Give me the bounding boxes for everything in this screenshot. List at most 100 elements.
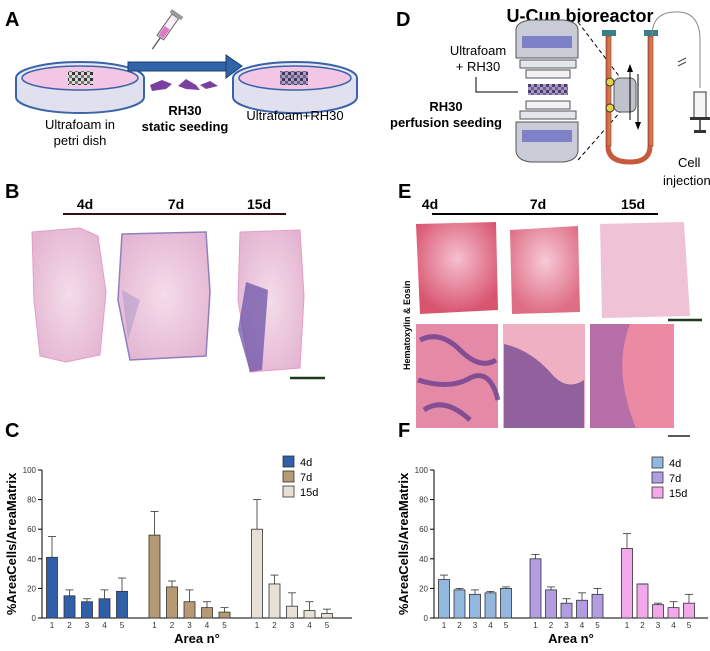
- bar-15d-5: [321, 613, 333, 619]
- bar-7d-1: [529, 558, 542, 619]
- panel-letter-e: E: [398, 181, 411, 203]
- panel-b: B 4d 7d 15d: [5, 181, 325, 380]
- x-tick-label: 2: [170, 621, 175, 630]
- x-tick-label: 5: [120, 621, 125, 630]
- bioreactor-assembly: [602, 11, 701, 165]
- timepoint-e-7d: 7d: [530, 196, 546, 212]
- histology-b-4d: [31, 227, 107, 363]
- legend-label: 15d: [300, 487, 318, 499]
- x-tick-label: 1: [625, 621, 630, 630]
- foam-label-1: Ultrafoam: [450, 43, 506, 58]
- bar-4d-5: [500, 588, 512, 619]
- bar-15d-2: [636, 583, 649, 619]
- bar-7d-5: [591, 593, 604, 619]
- timepoint-e-15d: 15d: [621, 196, 645, 212]
- x-tick-label: 3: [85, 621, 90, 630]
- panel-letter-a: A: [5, 9, 19, 31]
- cell-glyph-3: [200, 81, 218, 89]
- y-tick-label: 100: [415, 466, 429, 475]
- legend-label: 7d: [300, 472, 312, 484]
- x-tick-label: 1: [442, 621, 447, 630]
- chart-f: 0 20 40 60 80 100 %AreaCells/AreaMatrix 1 2 3 4 5 1 2…: [396, 456, 708, 646]
- static-seeding-arrow: [127, 54, 243, 91]
- legend-swatch: [282, 470, 295, 483]
- cell-glyph-2: [178, 79, 200, 90]
- injection-label-2: injection: [663, 173, 710, 188]
- he-overview-4d: [416, 222, 498, 314]
- x-tick-label: 3: [290, 621, 295, 630]
- legend-swatch: [651, 471, 664, 484]
- bar-4d-1: [438, 579, 450, 619]
- timepoint-e-4d: 4d: [422, 196, 438, 212]
- x-axis-label: Area n°: [548, 631, 594, 646]
- bar-15d-4: [667, 607, 680, 619]
- petri-dish-left: [15, 61, 145, 114]
- x-tick-label: 2: [272, 621, 277, 630]
- bar-15d-3: [286, 605, 298, 619]
- bar-7d-1: [148, 534, 161, 619]
- x-tick-label: 5: [504, 621, 509, 630]
- x-tick-label: 5: [687, 621, 692, 630]
- y-tick-label: 0: [424, 614, 429, 623]
- panel-e: E 4d 7d 15d Hematoxylin & Eosin: [398, 181, 702, 437]
- panel-letter-d: D: [396, 9, 410, 31]
- panel-letter-b: B: [5, 181, 19, 203]
- timepoint-b-4d: 4d: [77, 196, 93, 212]
- left-dish-label-2: petri dish: [54, 133, 107, 148]
- petri-dish-right: [232, 61, 358, 114]
- x-tick-label: 3: [187, 621, 192, 630]
- left-dish-label-1: Ultrafoam in: [45, 117, 115, 132]
- x-tick-label: 4: [205, 621, 210, 630]
- histology-b-7d: [117, 231, 211, 361]
- y-tick-label: 100: [23, 466, 37, 475]
- bar-7d-2: [166, 586, 178, 619]
- syringe-icon: [151, 9, 184, 50]
- bar-15d-1: [621, 548, 633, 619]
- bar-4d-4: [98, 598, 111, 619]
- x-tick-label: 3: [473, 621, 478, 630]
- he-overview-7d: [510, 226, 580, 314]
- injection-label-1: Cell: [678, 155, 701, 170]
- bar-15d-5: [683, 602, 695, 619]
- bar-7d-2: [545, 589, 557, 619]
- he-overview-15d: [600, 222, 690, 318]
- bar-4d-3: [469, 593, 481, 619]
- panel-letter-f: F: [398, 420, 410, 442]
- x-tick-label: 2: [640, 621, 645, 630]
- bar-4d-5: [116, 590, 128, 619]
- x-tick-label: 1: [255, 621, 260, 630]
- y-axis-label: %AreaCells/AreaMatrix: [396, 472, 411, 615]
- legend-swatch: [282, 485, 295, 498]
- bar-7d-3: [560, 602, 573, 619]
- x-tick-label: 3: [564, 621, 569, 630]
- y-tick-label: 60: [27, 525, 36, 534]
- legend-label: 4d: [669, 458, 681, 470]
- seeded-scaffold: [280, 71, 308, 85]
- bar-4d-3: [81, 601, 93, 619]
- x-tick-label: 1: [50, 621, 55, 630]
- stain-label: Hematoxylin & Eosin: [402, 280, 412, 370]
- x-tick-label: 2: [457, 621, 462, 630]
- legend-swatch: [651, 456, 664, 469]
- x-tick-label: 2: [549, 621, 554, 630]
- seeding-label-1: RH30: [429, 99, 462, 114]
- x-tick-label: 5: [222, 621, 227, 630]
- x-tick-label: 4: [671, 621, 676, 630]
- bar-15d-2: [268, 583, 281, 619]
- panel-a: A Ultrafoam in petri dish RH30 static se…: [5, 9, 358, 148]
- legend-swatch: [282, 455, 295, 468]
- arrow-label-1: RH30: [168, 103, 201, 118]
- foam-label-2: + RH30: [456, 59, 500, 74]
- bar-15d-3: [652, 604, 664, 619]
- x-tick-label: 1: [533, 621, 538, 630]
- x-axis-label: Area n°: [174, 631, 220, 646]
- bar-4d-1: [46, 556, 58, 619]
- timepoint-b-7d: 7d: [168, 196, 184, 212]
- injection-syringe-icon: [690, 91, 710, 133]
- arrow-label-2: static seeding: [142, 119, 229, 134]
- x-tick-label: 4: [488, 621, 493, 630]
- x-tick-label: 4: [102, 621, 107, 630]
- y-tick-label: 40: [27, 555, 36, 564]
- bar-4d-2: [63, 595, 76, 619]
